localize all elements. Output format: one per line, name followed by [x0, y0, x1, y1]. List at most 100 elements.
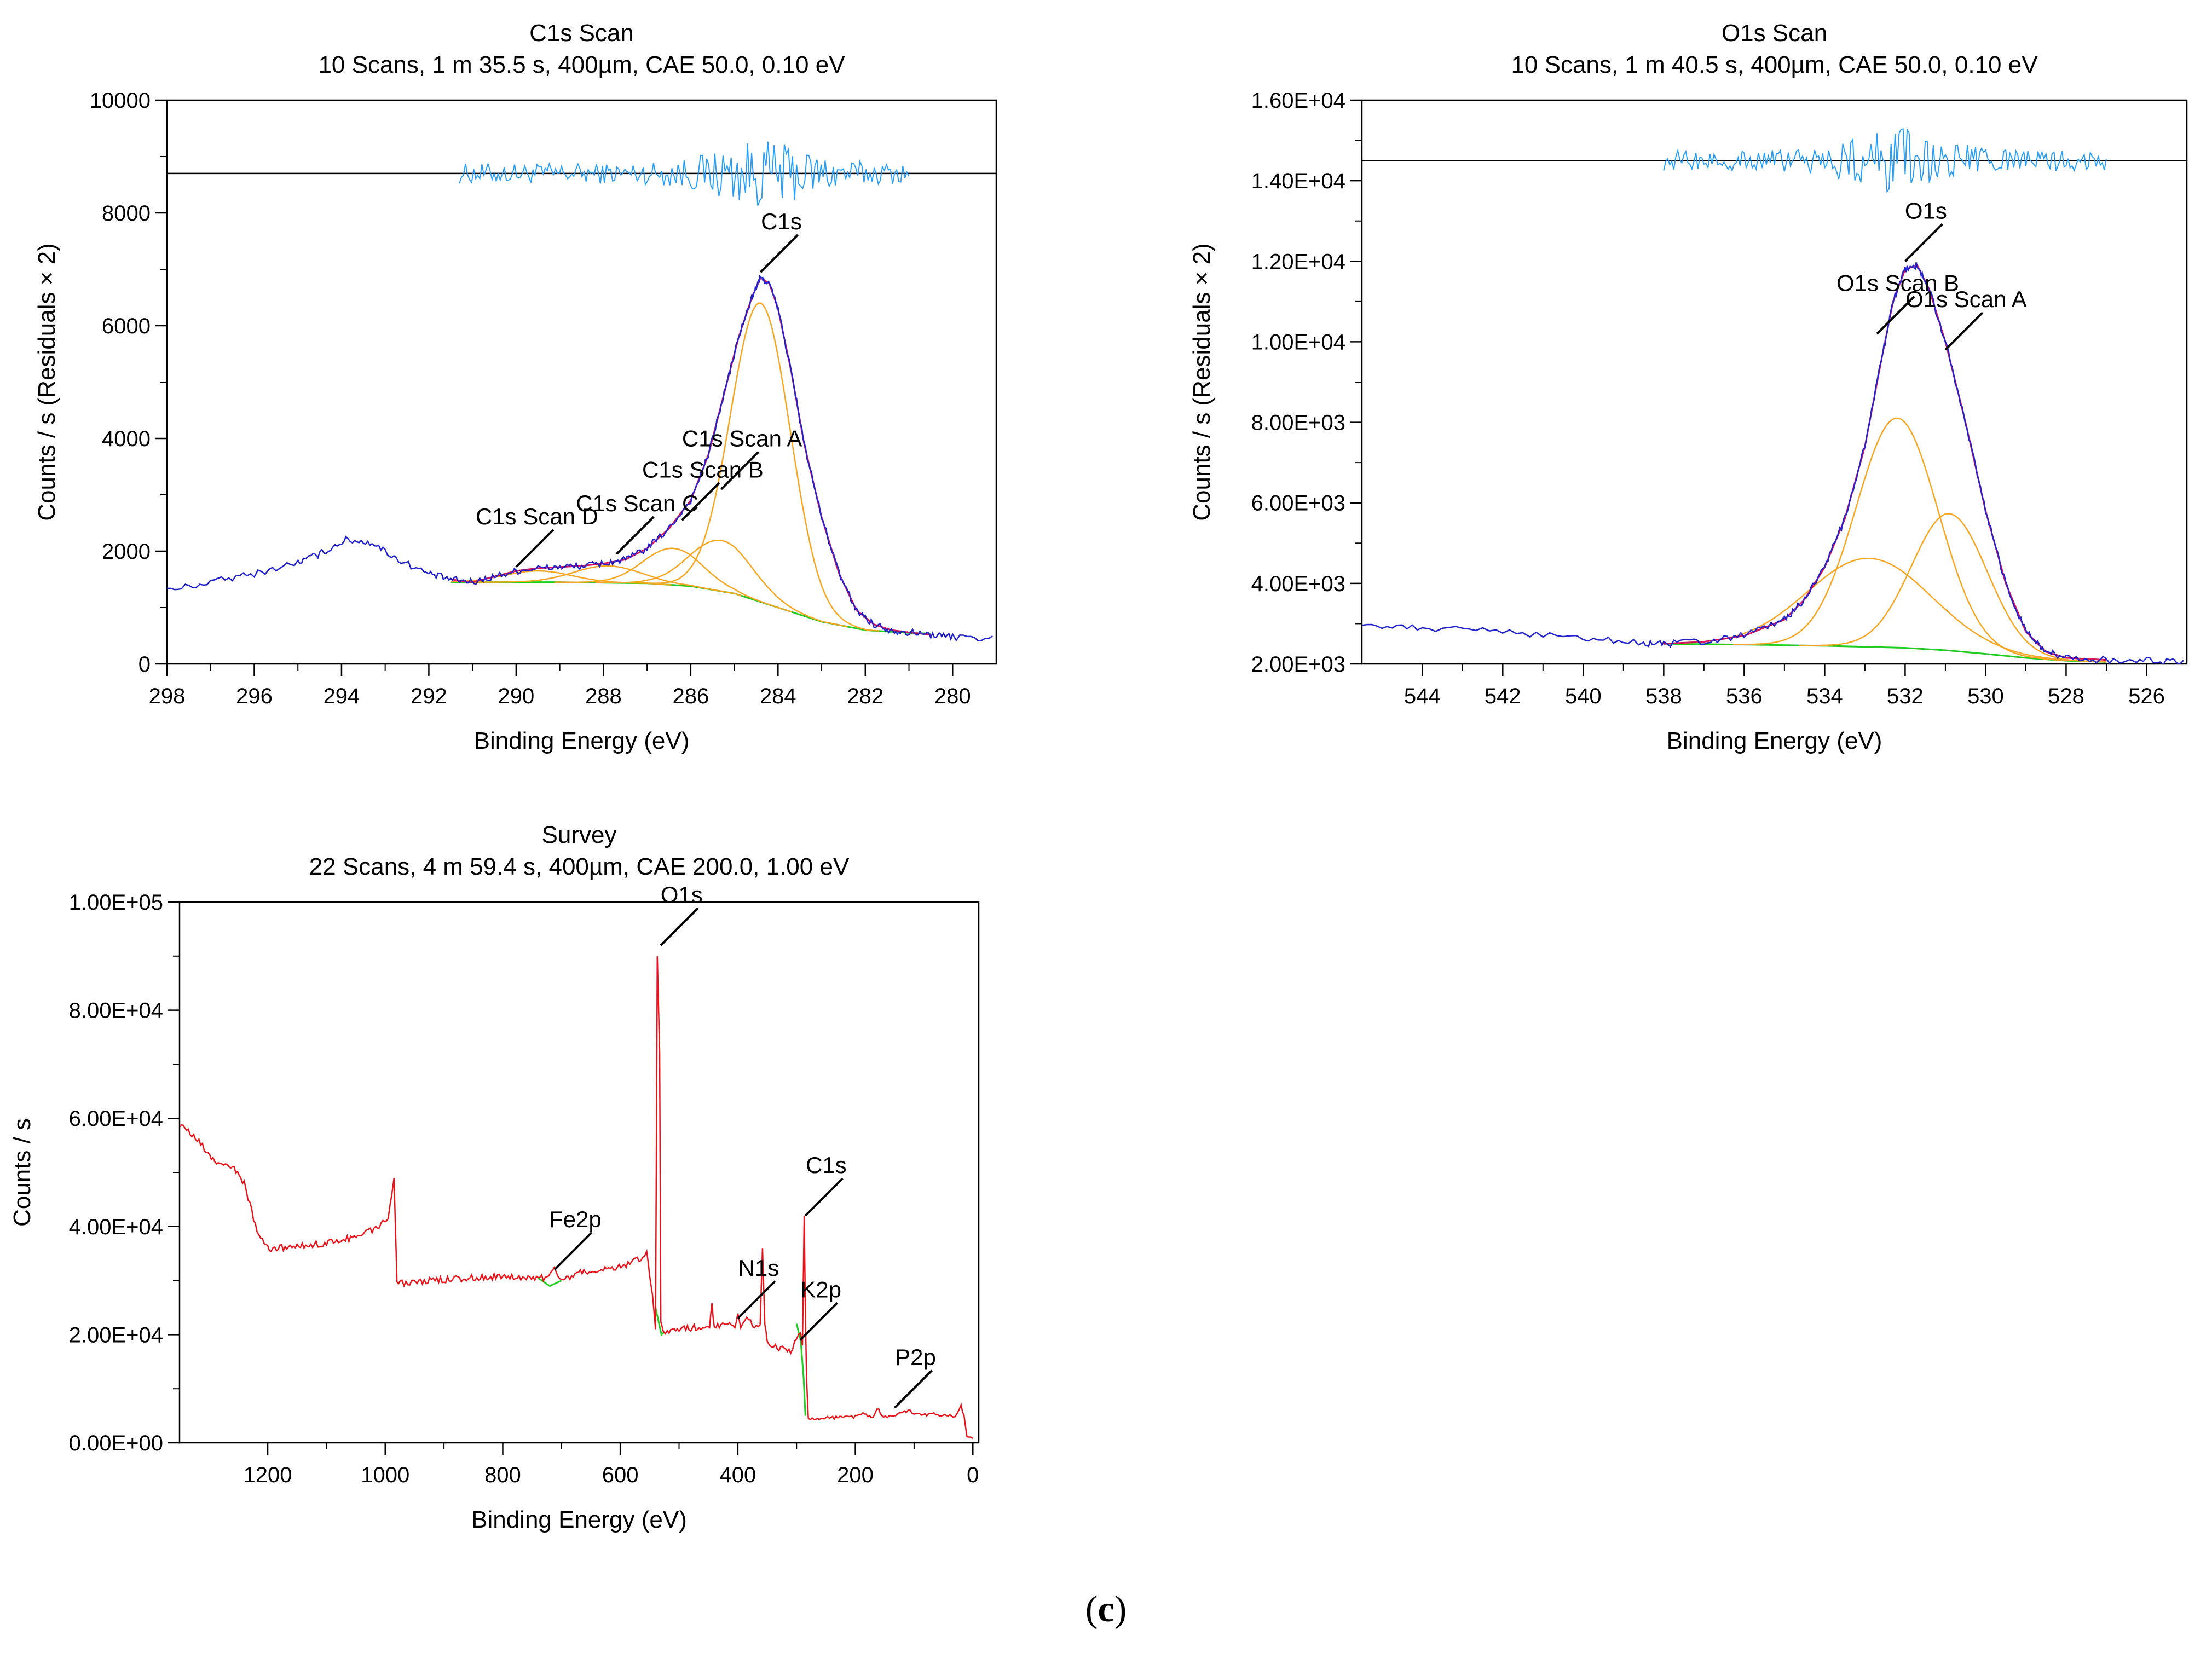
peak-marker	[615, 516, 655, 555]
component-peak-1	[642, 302, 880, 632]
peak-labels: O1s Fe2p N1s C1s K2p P2p	[549, 882, 936, 1409]
component-peak-1	[1733, 417, 2061, 661]
caption-open: (	[1085, 1588, 1098, 1629]
y-tick-label: 4000	[102, 427, 151, 451]
peak-label: Fe2p	[549, 1206, 602, 1232]
component-peak-2	[1799, 513, 2100, 663]
peak-label: C1s Scan B	[642, 456, 764, 482]
plot-frame	[1361, 99, 2188, 665]
y-tick-label: 2000	[102, 540, 151, 564]
x-tick-label: 288	[585, 684, 622, 708]
x-tick-label: 544	[1404, 684, 1441, 708]
x-tick-label: 526	[2128, 684, 2165, 708]
y-tick-label: 1.20E+04	[1251, 250, 1345, 274]
component-peak-4	[474, 565, 742, 597]
x-tick-label: 600	[602, 1463, 639, 1487]
peak-label: P2p	[895, 1344, 936, 1370]
caption-letter: c	[1098, 1588, 1114, 1629]
chart-subtitle: 10 Scans, 1 m 40.5 s, 400µm, CAE 50.0, 0…	[1511, 51, 2038, 78]
peak-marker	[737, 1280, 776, 1320]
peak-marker	[553, 1232, 593, 1271]
peak-label: C1s Scan A	[682, 426, 802, 452]
chart-subtitle: 22 Scans, 4 m 59.4 s, 400µm, CAE 200.0, …	[309, 853, 850, 880]
data-envelope	[167, 275, 994, 642]
x-tick-label: 280	[934, 684, 971, 708]
y-tick-label: 2.00E+04	[69, 1323, 163, 1347]
y-axis-label: Counts / s (Residuals × 2)	[33, 243, 60, 521]
x-tick-label: 1000	[361, 1463, 409, 1487]
peak-label: C1s Scan C	[576, 490, 698, 516]
peak-label: N1s	[738, 1255, 779, 1281]
y-tick-label: 4.00E+03	[1251, 572, 1345, 596]
chart-o1s: O1s Scan 10 Scans, 1 m 40.5 s, 400µm, CAE…	[1188, 20, 2188, 754]
peak-label: O1s	[661, 882, 703, 908]
x-tick-label: 282	[847, 684, 883, 708]
x-tick-label: 290	[498, 684, 535, 708]
x-tick-label: 200	[837, 1463, 874, 1487]
y-tick-label: 4.00E+04	[69, 1215, 163, 1239]
x-tick-label: 400	[719, 1463, 756, 1487]
x-tick-label: 298	[149, 684, 186, 708]
x-tick-label: 542	[1485, 684, 1521, 708]
peak-label: C1s	[761, 209, 802, 234]
caption-close: )	[1114, 1588, 1127, 1629]
x-tick-label: 284	[760, 684, 796, 708]
plot-area	[180, 956, 973, 1440]
chart-title: C1s Scan	[529, 20, 634, 47]
peak-label: O1s Scan A	[1905, 286, 2027, 312]
peak-marker	[1876, 296, 1915, 335]
y-tick-label: 8.00E+03	[1251, 411, 1345, 435]
x-axis-label: Binding Energy (eV)	[471, 1506, 687, 1533]
peak-marker	[1904, 223, 1943, 262]
peak-marker	[681, 482, 720, 521]
plot-area	[1362, 128, 2187, 664]
x-tick-label: 532	[1887, 684, 1924, 708]
x-axis-label: Binding Energy (eV)	[1667, 727, 1882, 754]
x-tick-label: 536	[1726, 684, 1763, 708]
y-tick-label: 0	[138, 652, 151, 677]
y-tick-label: 0.00E+00	[69, 1431, 163, 1455]
peak-label: O1s	[1905, 198, 1947, 223]
x-tick-label: 294	[324, 684, 360, 708]
chart-title: Survey	[542, 822, 617, 848]
x-tick-label: 1200	[244, 1463, 292, 1487]
y-tick-label: 1.00E+05	[69, 891, 163, 915]
peak-marker	[660, 907, 699, 946]
y-tick-label: 1.40E+04	[1251, 169, 1345, 193]
x-tick-label: 0	[967, 1463, 979, 1487]
peak-label: K2p	[800, 1276, 841, 1302]
peak-marker	[760, 234, 799, 273]
background-line-3	[538, 1277, 562, 1287]
component-peak-2	[595, 539, 848, 628]
chart-title: O1s Scan	[1722, 20, 1827, 47]
peak-marker	[804, 1177, 844, 1217]
y-axis-label: Counts / s (Residuals × 2)	[1188, 243, 1215, 521]
x-tick-label: 286	[672, 684, 709, 708]
peak-marker	[799, 1302, 839, 1341]
x-tick-label: 292	[411, 684, 447, 708]
chart-c1s: C1s Scan 10 Scans, 1 m 35.5 s, 400µm, CAE…	[33, 20, 997, 754]
component-peak-3	[1664, 557, 2107, 663]
data-envelope	[1362, 262, 2184, 664]
plot-area	[167, 142, 996, 642]
peak-marker	[894, 1369, 933, 1409]
y-tick-label: 6.00E+03	[1251, 492, 1345, 516]
y-tick-label: 1.00E+04	[1251, 330, 1345, 354]
peak-marker	[1944, 311, 1984, 351]
chart-subtitle: 10 Scans, 1 m 35.5 s, 400µm, CAE 50.0, 0…	[318, 51, 845, 78]
peak-label: C1s	[806, 1152, 847, 1178]
y-tick-label: 8000	[102, 201, 151, 226]
y-tick-label: 6000	[102, 314, 151, 338]
x-tick-label: 528	[2048, 684, 2084, 708]
y-tick-label: 6.00E+04	[69, 1107, 163, 1131]
peak-marker	[720, 451, 760, 490]
y-axis-label: Counts / s	[9, 1118, 36, 1227]
x-tick-label: 534	[1806, 684, 1843, 708]
chart-survey: Survey 22 Scans, 4 m 59.4 s, 400µm, CAE 2…	[9, 822, 980, 1533]
x-tick-label: 296	[236, 684, 273, 708]
peak-label: C1s Scan D	[476, 504, 598, 529]
y-tick-label: 1.60E+04	[1251, 89, 1345, 113]
y-tick-label: 8.00E+04	[69, 999, 163, 1023]
